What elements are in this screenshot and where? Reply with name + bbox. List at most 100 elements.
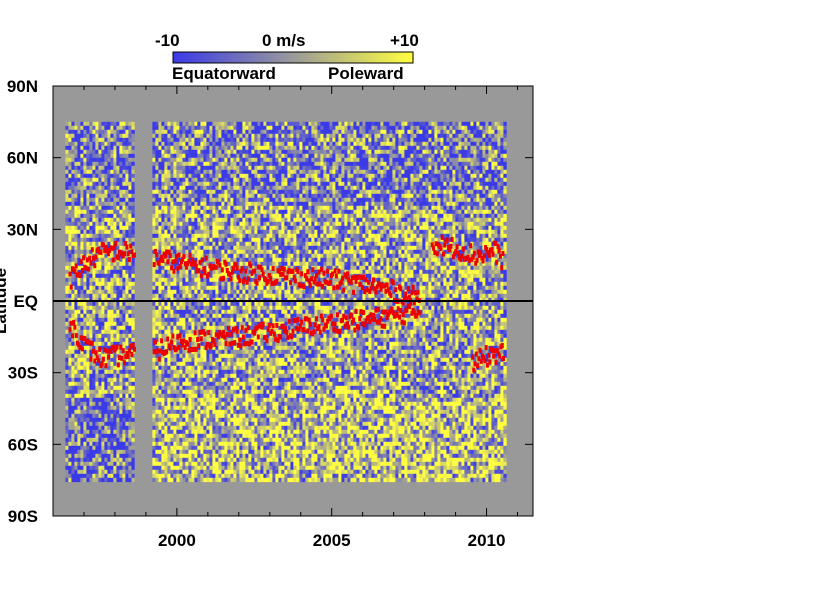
heatmap-cell — [110, 157, 114, 163]
heatmap-cell — [152, 169, 156, 175]
heatmap-cell — [101, 385, 105, 391]
heatmap-cell — [83, 449, 87, 455]
heatmap-cell — [209, 473, 213, 479]
heatmap-cell — [197, 425, 201, 431]
heatmap-cell — [188, 121, 192, 127]
heatmap-cell — [191, 169, 195, 175]
heatmap-cell — [152, 417, 156, 423]
heatmap-cell — [110, 169, 114, 175]
heatmap-cell — [176, 257, 180, 263]
heatmap-cell — [245, 449, 249, 455]
heatmap-cell — [188, 329, 192, 335]
heatmap-cell — [203, 285, 207, 291]
heatmap-cell — [131, 133, 135, 139]
heatmap-cell — [89, 325, 93, 331]
heatmap-cell — [173, 305, 177, 311]
heatmap-cell — [176, 133, 180, 139]
heatmap-cell — [92, 341, 96, 347]
heatmap-cell — [170, 141, 174, 147]
heatmap-cell — [218, 141, 222, 147]
heatmap-cell — [119, 313, 123, 319]
heatmap-cell — [206, 233, 210, 239]
heatmap-cell — [107, 441, 111, 447]
heatmap-cell — [206, 177, 210, 183]
heatmap-cell — [74, 361, 78, 367]
heatmap-cell — [119, 145, 123, 151]
heatmap-cell — [65, 477, 69, 483]
heatmap-cell — [65, 309, 69, 315]
heatmap-cell — [179, 289, 183, 295]
heatmap-cell — [233, 349, 237, 355]
heatmap-cell — [227, 449, 231, 455]
heatmap-cell — [197, 125, 201, 131]
heatmap-cell — [203, 405, 207, 411]
heatmap-cell — [200, 221, 204, 227]
heatmap-cell — [212, 197, 216, 203]
heatmap-cell — [74, 389, 78, 395]
heatmap-cell — [227, 377, 231, 383]
heatmap-cell — [179, 437, 183, 443]
heatmap-cell — [212, 477, 216, 483]
heatmap-cell — [203, 161, 207, 167]
heatmap-cell — [86, 305, 90, 311]
heatmap-cell — [236, 397, 240, 403]
heatmap-cell — [239, 377, 243, 383]
heatmap-cell — [236, 373, 240, 379]
heatmap-cell — [197, 233, 201, 239]
heatmap-cell — [185, 161, 189, 167]
heatmap-cell — [110, 357, 114, 363]
heatmap-cell — [86, 217, 90, 223]
heatmap-cell — [131, 153, 135, 159]
heatmap-cell — [167, 149, 171, 155]
heatmap-cell — [188, 301, 192, 307]
heatmap-cell — [203, 413, 207, 419]
heatmap-cell — [77, 461, 81, 467]
heatmap-cell — [194, 157, 198, 163]
heatmap-cell — [230, 293, 234, 299]
heatmap-cell — [122, 293, 126, 299]
heatmap-cell — [71, 161, 75, 167]
heatmap-cell — [74, 385, 78, 391]
heatmap-cell — [233, 293, 237, 299]
heatmap-cell — [68, 377, 72, 383]
heatmap-cell — [107, 261, 111, 267]
heatmap-cell — [206, 173, 210, 179]
heatmap-cell — [218, 249, 222, 255]
heatmap-cell — [80, 233, 84, 239]
heatmap-cell — [131, 121, 135, 127]
heatmap-cell — [71, 213, 75, 219]
heatmap-cell — [128, 121, 132, 127]
colorbar-min-label: -10 — [155, 31, 180, 50]
heatmap-cell — [239, 221, 243, 227]
heatmap-cell — [152, 293, 156, 299]
heatmap-cell — [158, 461, 162, 467]
heatmap-cell — [161, 365, 165, 371]
heatmap-cell — [191, 189, 195, 195]
heatmap-cell — [122, 197, 126, 203]
heatmap-cell — [206, 333, 210, 339]
heatmap-cell — [236, 445, 240, 451]
heatmap-cell — [242, 289, 246, 295]
heatmap-cell — [191, 273, 195, 279]
heatmap-cell — [107, 405, 111, 411]
heatmap-cell — [71, 397, 75, 403]
heatmap-cell — [224, 245, 228, 251]
heatmap-cell — [239, 285, 243, 291]
heatmap-cell — [98, 125, 102, 131]
heatmap-cell — [80, 353, 84, 359]
heatmap-cell — [89, 301, 93, 307]
heatmap-cell — [224, 121, 228, 127]
heatmap-cell — [71, 165, 75, 171]
heatmap-cell — [161, 245, 165, 251]
heatmap-cell — [161, 229, 165, 235]
heatmap-cell — [215, 293, 219, 299]
heatmap-cell — [182, 153, 186, 159]
heatmap-cell — [206, 477, 210, 483]
heatmap-cell — [239, 441, 243, 447]
heatmap-cell — [116, 185, 120, 191]
heatmap-cell — [74, 165, 78, 171]
heatmap-cell — [131, 445, 135, 451]
heatmap-cell — [80, 185, 84, 191]
heatmap-cell — [221, 185, 225, 191]
heatmap-cell — [110, 165, 114, 171]
